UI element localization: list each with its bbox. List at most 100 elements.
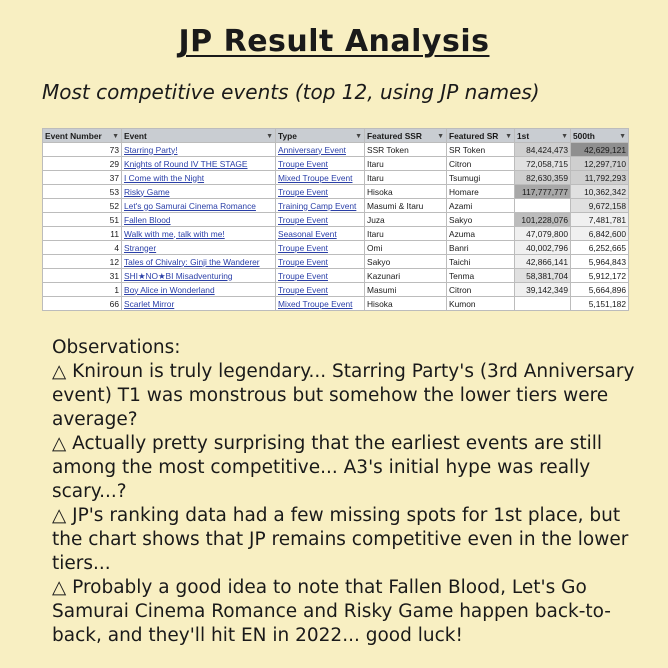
- col-header-featured-sr[interactable]: Featured SR ▼: [446, 128, 515, 143]
- cell-event[interactable]: Starring Party!: [121, 142, 276, 157]
- cell-event-number: 51: [42, 212, 122, 227]
- table-row[interactable]: 52 Let's go Samurai Cinema Romance Trainin…: [42, 198, 629, 213]
- cell-event-number: 37: [42, 170, 122, 185]
- table-row[interactable]: 12 Tales of Chivalry: Ginji the Wanderer T…: [42, 254, 629, 269]
- cell-type[interactable]: Troupe Event: [275, 184, 365, 199]
- filter-dropdown-icon[interactable]: ▼: [437, 133, 444, 140]
- cell-type[interactable]: Mixed Troupe Event: [275, 170, 365, 185]
- cell-featured-sr: Banri: [446, 240, 515, 255]
- observations: Observations: △ Kniroun is truly legenda…: [52, 336, 642, 648]
- cell-event[interactable]: Scarlet Mirror: [121, 296, 276, 311]
- table-row[interactable]: 73 Starring Party! Anniversary Event SSR To…: [42, 142, 629, 157]
- table-row[interactable]: 29 Knights of Round IV THE STAGE Troupe Ev…: [42, 156, 629, 171]
- cell-event[interactable]: Let's go Samurai Cinema Romance: [121, 198, 276, 213]
- cell-500th: 5,151,182: [570, 296, 629, 311]
- cell-featured-ssr: Sakyo: [364, 254, 447, 269]
- cell-event[interactable]: Stranger: [121, 240, 276, 255]
- col-header-500th[interactable]: 500th ▼: [570, 128, 629, 143]
- cell-event-number: 29: [42, 156, 122, 171]
- cell-featured-sr: Azuma: [446, 226, 515, 241]
- col-header-featured-ssr[interactable]: Featured SSR ▼: [364, 128, 447, 143]
- cell-500th: 9,672,158: [570, 198, 629, 213]
- table-body: 73 Starring Party! Anniversary Event SSR To…: [42, 142, 629, 311]
- cell-type[interactable]: Seasonal Event: [275, 226, 365, 241]
- cell-event-number: 52: [42, 198, 122, 213]
- cell-event[interactable]: Fallen Blood: [121, 212, 276, 227]
- observation-item: △ Actually pretty surprising that the ea…: [52, 433, 603, 502]
- cell-event[interactable]: Boy Alice in Wonderland: [121, 282, 276, 297]
- cell-event-number: 11: [42, 226, 122, 241]
- filter-dropdown-icon[interactable]: ▼: [561, 133, 568, 140]
- cell-featured-ssr: Masumi & Itaru: [364, 198, 447, 213]
- cell-featured-ssr: Hisoka: [364, 184, 447, 199]
- cell-event[interactable]: Walk with me, talk with me!: [121, 226, 276, 241]
- cell-event-number: 53: [42, 184, 122, 199]
- cell-event-number: 66: [42, 296, 122, 311]
- table-row[interactable]: 66 Scarlet Mirror Mixed Troupe Event Hisoka…: [42, 296, 629, 311]
- observation-item: △ JP's ranking data had a few missing sp…: [52, 505, 629, 574]
- filter-dropdown-icon[interactable]: ▼: [619, 133, 626, 140]
- cell-featured-sr: Kumon: [446, 296, 515, 311]
- cell-featured-sr: Taichi: [446, 254, 515, 269]
- observation-item: △ Kniroun is truly legendary... Starring…: [52, 361, 635, 430]
- table-row[interactable]: 11 Walk with me, talk with me! Seasonal Ev…: [42, 226, 629, 241]
- filter-dropdown-icon[interactable]: ▼: [112, 133, 119, 140]
- table-row[interactable]: 31 SHI★NO★BI Misadventuring Troupe Event Ka…: [42, 268, 629, 283]
- cell-500th: 11,792,293: [570, 170, 629, 185]
- cell-featured-sr: Sakyo: [446, 212, 515, 227]
- cell-featured-ssr: Hisoka: [364, 296, 447, 311]
- events-table: Event Number ▼ Event ▼ Type ▼ Featured SSR ▼…: [42, 128, 629, 311]
- table-row[interactable]: 51 Fallen Blood Troupe Event Juza Sakyo 101,2…: [42, 212, 629, 227]
- filter-dropdown-icon[interactable]: ▼: [266, 133, 273, 140]
- table-row[interactable]: 53 Risky Game Troupe Event Hisoka Homare 117,…: [42, 184, 629, 199]
- table-row[interactable]: 1 Boy Alice in Wonderland Troupe Event Masu…: [42, 282, 629, 297]
- cell-event-number: 1: [42, 282, 122, 297]
- cell-featured-ssr: Kazunari: [364, 268, 447, 283]
- col-header-event[interactable]: Event ▼: [121, 128, 276, 143]
- cell-type[interactable]: Troupe Event: [275, 156, 365, 171]
- cell-1st: 42,866,141: [514, 254, 571, 269]
- filter-dropdown-icon[interactable]: ▼: [355, 133, 362, 140]
- cell-500th: 5,964,843: [570, 254, 629, 269]
- cell-500th: 7,481,781: [570, 212, 629, 227]
- cell-1st: 72,058,715: [514, 156, 571, 171]
- cell-event[interactable]: Knights of Round IV THE STAGE: [121, 156, 276, 171]
- cell-500th: 5,664,896: [570, 282, 629, 297]
- cell-1st: 40,002,796: [514, 240, 571, 255]
- cell-1st: [514, 296, 571, 311]
- cell-event[interactable]: Risky Game: [121, 184, 276, 199]
- cell-500th: 10,362,342: [570, 184, 629, 199]
- table-row[interactable]: 37 I Come with the Night Mixed Troupe Even…: [42, 170, 629, 185]
- cell-event-number: 12: [42, 254, 122, 269]
- cell-featured-sr: Citron: [446, 156, 515, 171]
- cell-featured-sr: Tsumugi: [446, 170, 515, 185]
- cell-featured-sr: Tenma: [446, 268, 515, 283]
- cell-1st: 101,228,076: [514, 212, 571, 227]
- cell-type[interactable]: Troupe Event: [275, 254, 365, 269]
- col-header-1st[interactable]: 1st ▼: [514, 128, 571, 143]
- col-header-type[interactable]: Type ▼: [275, 128, 365, 143]
- col-header-event-number[interactable]: Event Number ▼: [42, 128, 122, 143]
- cell-event-number: 4: [42, 240, 122, 255]
- cell-1st: 117,777,777: [514, 184, 571, 199]
- cell-type[interactable]: Troupe Event: [275, 268, 365, 283]
- cell-1st: 47,079,800: [514, 226, 571, 241]
- cell-type[interactable]: Mixed Troupe Event: [275, 296, 365, 311]
- filter-dropdown-icon[interactable]: ▼: [505, 133, 512, 140]
- cell-featured-sr: Homare: [446, 184, 515, 199]
- cell-event-number: 31: [42, 268, 122, 283]
- cell-event[interactable]: SHI★NO★BI Misadventuring: [121, 268, 276, 283]
- cell-type[interactable]: Training Camp Event: [275, 198, 365, 213]
- cell-type[interactable]: Troupe Event: [275, 282, 365, 297]
- observation-item: △ Probably a good idea to note that Fall…: [52, 577, 611, 646]
- table-row[interactable]: 4 Stranger Troupe Event Omi Banri 40,002,796 6…: [42, 240, 629, 255]
- cell-type[interactable]: Anniversary Event: [275, 142, 365, 157]
- cell-event-number: 73: [42, 142, 122, 157]
- cell-event[interactable]: I Come with the Night: [121, 170, 276, 185]
- cell-featured-ssr: Itaru: [364, 170, 447, 185]
- cell-type[interactable]: Troupe Event: [275, 212, 365, 227]
- cell-event[interactable]: Tales of Chivalry: Ginji the Wanderer: [121, 254, 276, 269]
- cell-type[interactable]: Troupe Event: [275, 240, 365, 255]
- cell-featured-ssr: Masumi: [364, 282, 447, 297]
- cell-featured-ssr: SSR Token: [364, 142, 447, 157]
